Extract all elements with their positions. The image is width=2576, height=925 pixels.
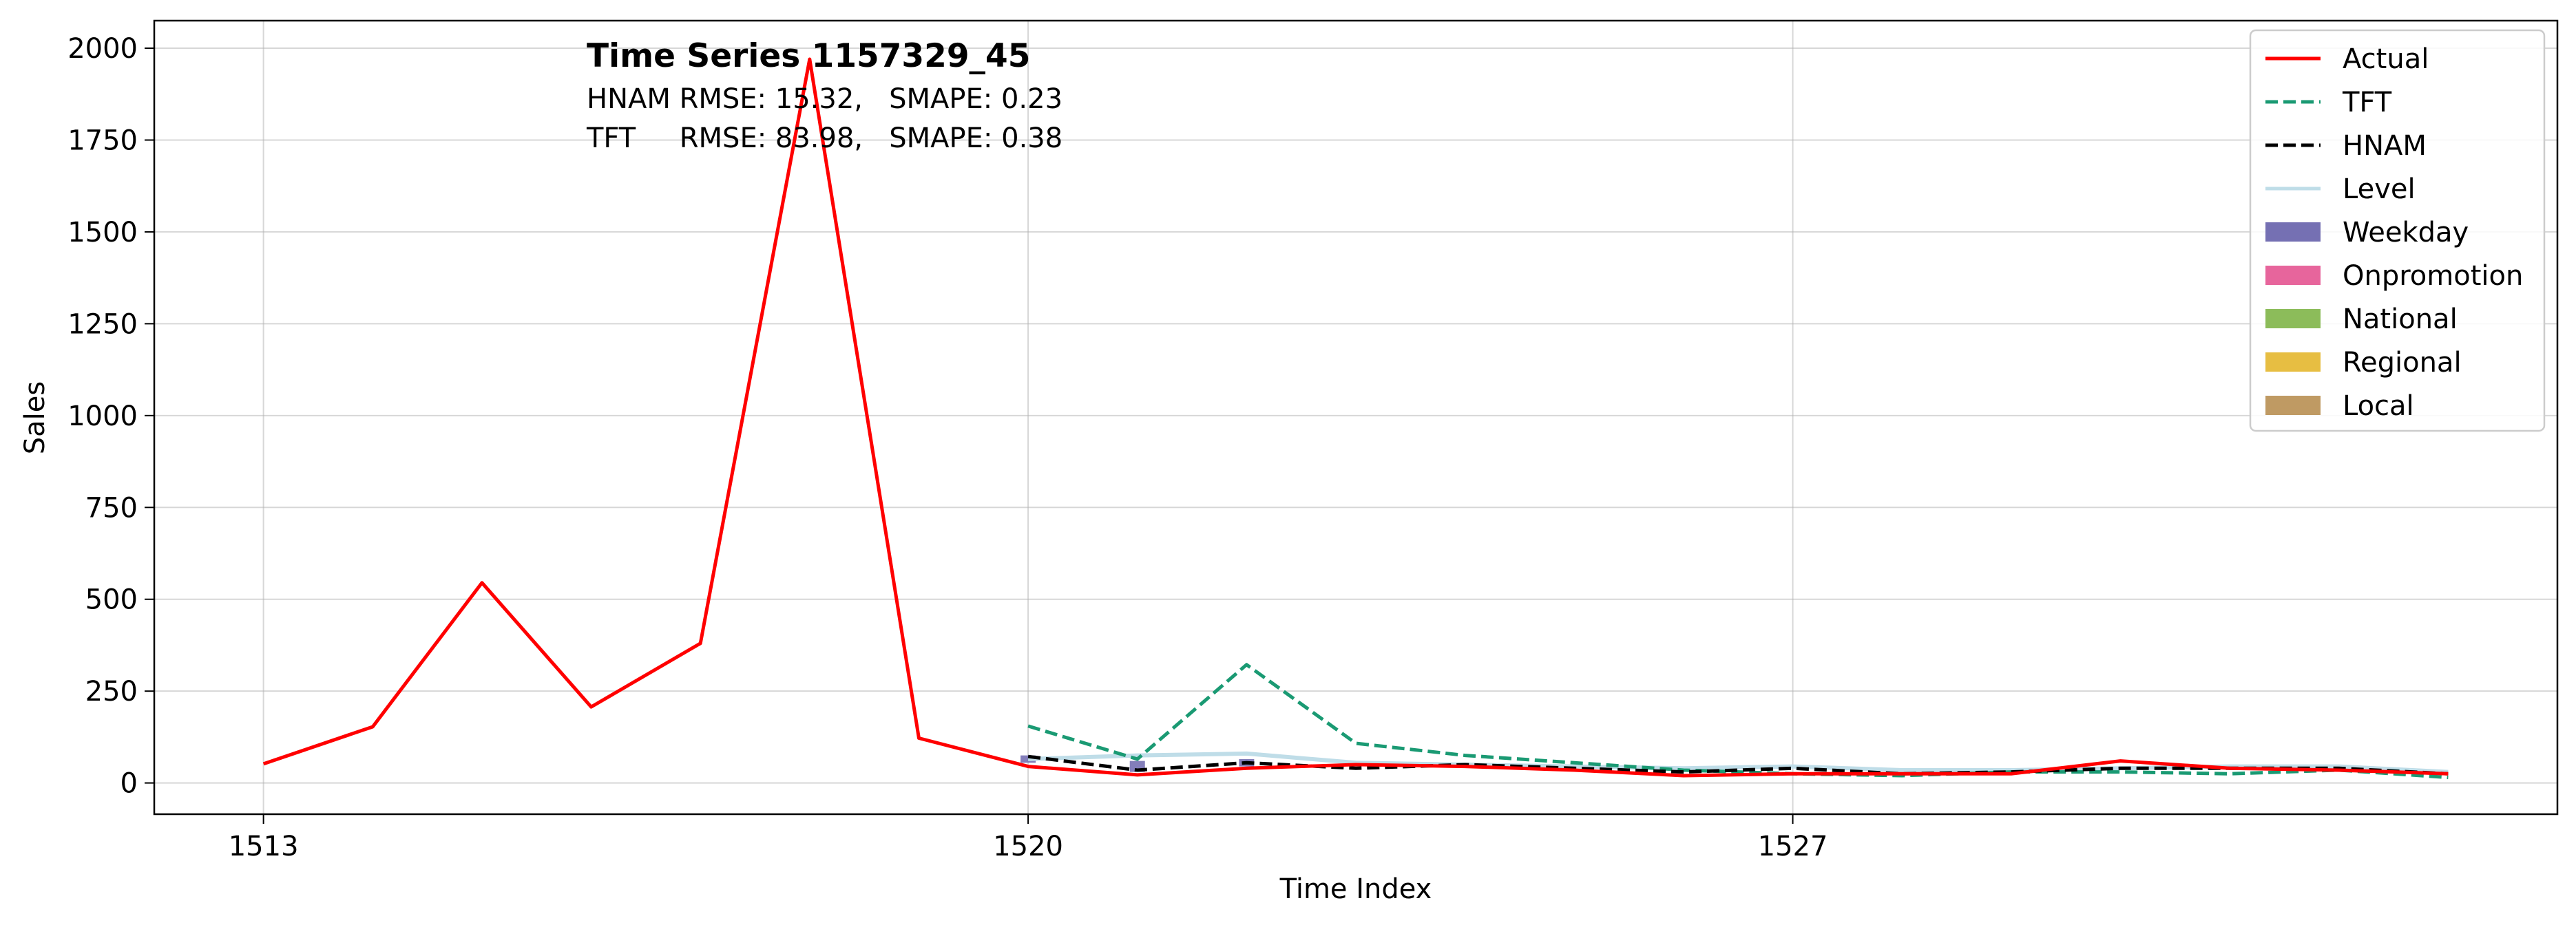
- y-tick-label: 1750: [67, 125, 138, 156]
- annotation-line-tft: TFT RMSE: 83.98, SMAPE: 0.38: [586, 123, 1062, 154]
- x-axis-ticks: 1513 1520 1527: [229, 814, 1828, 862]
- metrics-annotation: Time Series 1157329_45 HNAM RMSE: 15.32,…: [586, 37, 1062, 154]
- y-tick-label: 500: [85, 584, 138, 616]
- legend-swatch-onpromotion: [2265, 266, 2321, 285]
- x-axis-label: Time Index: [1279, 873, 1432, 905]
- series-line-tft: [1027, 663, 2449, 780]
- legend-label-onpromotion: Onpromotion: [2343, 260, 2523, 292]
- legend-label-level: Level: [2343, 173, 2416, 205]
- y-axis-label: Sales: [19, 381, 51, 454]
- x-tick-label: 1513: [229, 831, 299, 862]
- legend: Actual TFT HNAM Level Weekday Onpromotion Nati…: [2249, 29, 2546, 432]
- plot-frame: [153, 19, 2559, 816]
- series-line-actual: [262, 57, 2449, 778]
- legend-label-local: Local: [2343, 390, 2414, 422]
- legend-label-national: National: [2343, 304, 2458, 335]
- legend-swatch-national: [2265, 309, 2321, 328]
- annotation-line-hnam: HNAM RMSE: 15.32, SMAPE: 0.23: [587, 83, 1062, 115]
- legend-label-hnam: HNAM: [2343, 130, 2427, 162]
- x-tick-label: 1520: [993, 831, 1063, 862]
- y-tick-label: 1250: [67, 308, 138, 340]
- y-tick-label: 1000: [67, 401, 138, 432]
- legend-label-regional: Regional: [2343, 347, 2462, 379]
- y-tick-label: 2000: [67, 33, 138, 65]
- legend-swatch-regional: [2265, 352, 2321, 372]
- legend-box: [2249, 29, 2546, 432]
- legend-label-actual: Actual: [2343, 43, 2429, 75]
- legend-label-weekday: Weekday: [2343, 217, 2469, 248]
- grid: [154, 21, 2557, 814]
- y-tick-label: 750: [85, 492, 138, 524]
- legend-swatch-weekday: [2265, 222, 2321, 242]
- series-lines: [262, 57, 2449, 780]
- y-tick-label: 1500: [67, 217, 138, 248]
- legend-label-tft: TFT: [2342, 87, 2392, 118]
- y-axis-ticks: 0 250 500 750 1000 1250 1500 1750 2000: [67, 33, 154, 800]
- y-tick-label: 250: [85, 676, 138, 708]
- y-tick-label: 0: [121, 768, 138, 800]
- annotation-title: Time Series 1157329_45: [587, 37, 1030, 75]
- x-tick-label: 1527: [1758, 831, 1828, 862]
- weekday-bar: [1020, 755, 1036, 763]
- legend-swatch-local: [2265, 396, 2321, 415]
